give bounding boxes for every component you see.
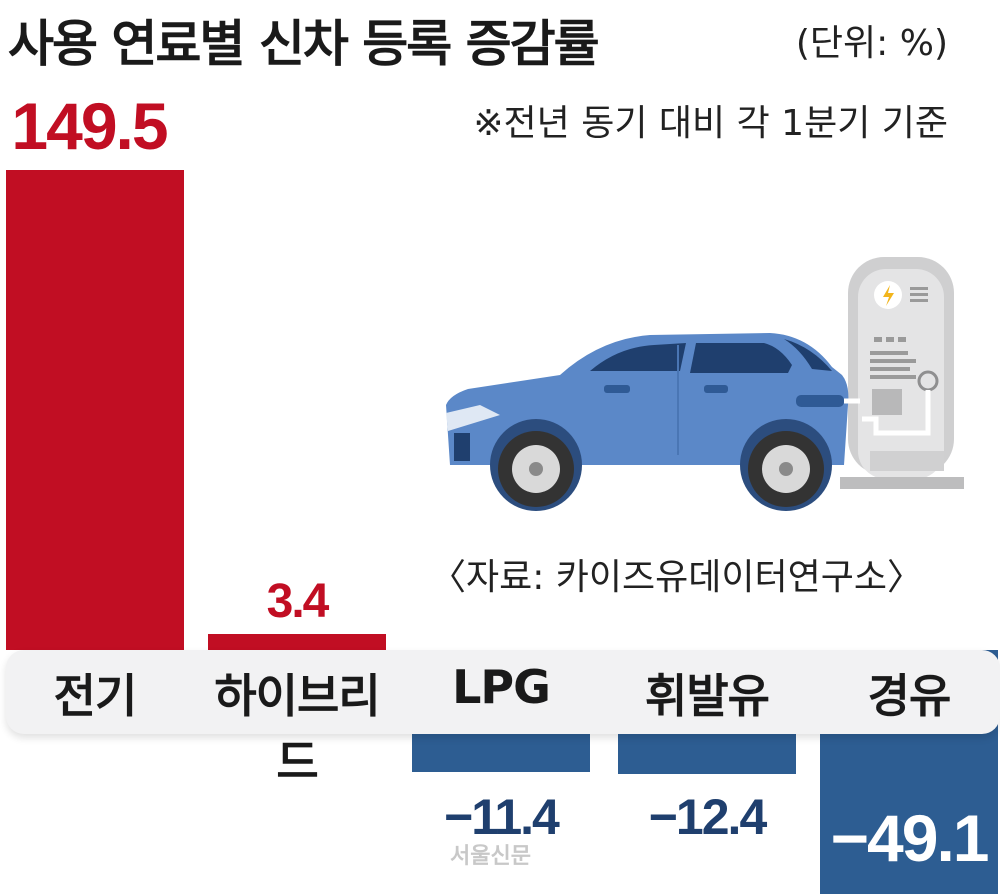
value-label-1: 3.4 xyxy=(266,575,330,628)
value-label-2: −11.4 xyxy=(444,789,560,845)
bar-3 xyxy=(618,734,796,774)
car-icon xyxy=(446,333,860,511)
category-label-2: LPG xyxy=(452,660,551,714)
value-label-0: 149.5 xyxy=(11,89,168,163)
chart-note: ※전년 동기 대비 각 1분기 기준 xyxy=(473,103,948,144)
publisher-watermark: 서울신문 xyxy=(450,844,531,869)
ev-charging-illustration xyxy=(446,257,964,511)
category-label-3: 휘발유 xyxy=(645,669,770,723)
source-note: 〈자료: 카이즈유데이터연구소〉 xyxy=(430,557,924,598)
value-label-4: −49.1 xyxy=(830,801,990,875)
category-label-0: 전기 xyxy=(53,669,138,723)
category-band xyxy=(6,650,1000,734)
category-label-4: 경유 xyxy=(867,669,952,723)
bar-1 xyxy=(208,634,386,650)
charging-station-icon xyxy=(840,257,964,489)
unit-label: (단위: %) xyxy=(795,23,948,64)
value-label-3: −12.4 xyxy=(648,789,768,845)
chart-title: 사용 연료별 신차 등록 증감률 xyxy=(8,15,600,73)
bar-0 xyxy=(6,170,184,650)
category-label-1: 하이브리드 xyxy=(214,669,380,789)
bar-2 xyxy=(412,734,590,772)
